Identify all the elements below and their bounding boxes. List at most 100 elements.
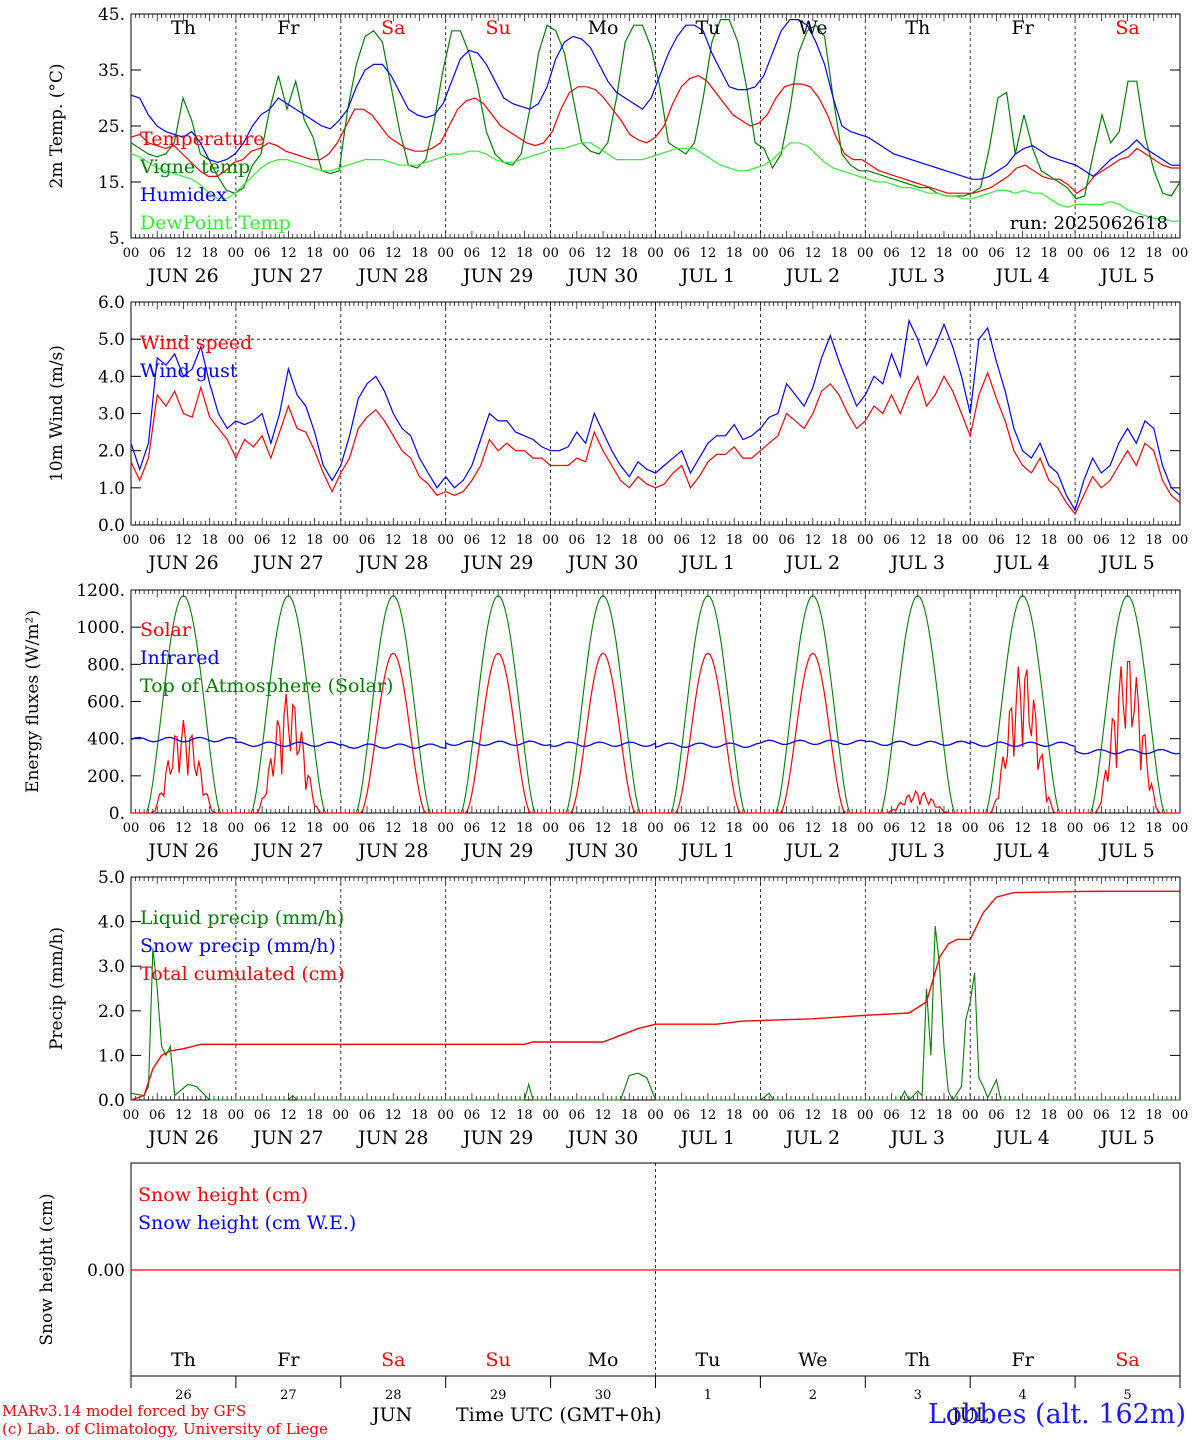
- weekday-label: Th: [171, 17, 196, 39]
- hour-tick-label: 00: [647, 533, 664, 548]
- hour-tick-label: 18: [1041, 1108, 1058, 1123]
- hour-tick-label: 18: [1041, 533, 1058, 548]
- y-tick-label: 1000.: [76, 618, 125, 638]
- hour-tick-label: 06: [988, 1108, 1005, 1123]
- hour-tick-label: 12: [909, 821, 926, 836]
- series-wind-speed: [130, 370, 1181, 516]
- hour-tick-label: 00: [1067, 246, 1084, 261]
- legend-entry: Total cumulated (cm): [140, 963, 345, 985]
- hour-tick-label: 06: [569, 246, 586, 261]
- hour-tick-label: 12: [1119, 246, 1136, 261]
- hour-tick-label: 00: [437, 1108, 454, 1123]
- hour-tick-label: 18: [831, 246, 848, 261]
- series-wind-gust: [130, 318, 1181, 512]
- weekday-label: Mo: [588, 1349, 619, 1371]
- hour-tick-label: 06: [988, 533, 1005, 548]
- y-tick-label: 800.: [87, 655, 125, 675]
- hour-tick-label: 06: [988, 821, 1005, 836]
- date-label: JUN 26: [146, 265, 218, 287]
- hour-tick-label: 00: [857, 246, 874, 261]
- date-label: JUN 28: [356, 1127, 428, 1149]
- y-tick-label: 5.: [109, 229, 125, 249]
- date-label: JUN 27: [251, 1127, 323, 1149]
- hour-tick-label: 06: [569, 533, 586, 548]
- y-tick-label: 25.: [98, 117, 125, 137]
- y-tick-label: 5.0: [98, 330, 125, 350]
- hour-tick-label: 00: [962, 246, 979, 261]
- series-total-cumulated: [130, 890, 1180, 1101]
- hour-tick-label: 06: [883, 1108, 900, 1123]
- hour-tick-label: 18: [1041, 246, 1058, 261]
- station-name: Lobbes (alt. 162m): [927, 1399, 1186, 1430]
- hour-tick-label: 06: [778, 1108, 795, 1123]
- hour-tick-label: 00: [542, 1108, 559, 1123]
- hour-tick-label: 18: [831, 1108, 848, 1123]
- hour-tick-label: 00: [228, 533, 245, 548]
- hour-tick-label: 06: [1093, 533, 1110, 548]
- hour-tick-label: 00: [1172, 821, 1189, 836]
- y-tick-label: 6.0: [98, 293, 125, 313]
- hour-tick-label: 18: [1041, 821, 1058, 836]
- hour-tick-label: 12: [700, 821, 717, 836]
- hour-tick-label: 18: [726, 821, 743, 836]
- legend-entry: DewPoint Temp: [140, 212, 291, 234]
- date-label: JUN 30: [566, 1127, 638, 1149]
- hour-tick-label: 12: [1119, 1108, 1136, 1123]
- hour-tick-label: 06: [1093, 1108, 1110, 1123]
- y-tick-label: 5.0: [98, 868, 125, 888]
- hour-tick-label: 00: [1067, 1108, 1084, 1123]
- weekday-label: We: [798, 1349, 827, 1371]
- date-label: JUL 5: [1098, 1127, 1154, 1149]
- legend-entry: Infrared: [140, 647, 220, 669]
- hour-tick-label: 06: [254, 1108, 271, 1123]
- hour-tick-label: 06: [359, 533, 376, 548]
- hour-tick-label: 18: [831, 533, 848, 548]
- y-tick-label: 3.0: [98, 405, 125, 425]
- hour-tick-label: 12: [280, 533, 297, 548]
- weekday-label: Su: [486, 17, 511, 39]
- legend-entry: Top of Atmosphere (Solar): [140, 675, 393, 697]
- hour-tick-label: 18: [516, 821, 533, 836]
- day-number-label: 28: [385, 1388, 402, 1403]
- hour-tick-label: 18: [936, 246, 953, 261]
- hour-tick-label: 12: [595, 821, 612, 836]
- hour-tick-label: 12: [1014, 821, 1031, 836]
- y-tick-label: 200.: [87, 767, 125, 787]
- hour-tick-label: 00: [647, 1108, 664, 1123]
- weekday-label: Tu: [695, 17, 720, 39]
- hour-tick-label: 00: [962, 821, 979, 836]
- credit-line-2: (c) Lab. of Climatology, University of L…: [2, 1420, 328, 1438]
- hour-tick-label: 12: [909, 533, 926, 548]
- hour-tick-label: 18: [411, 1108, 428, 1123]
- hour-tick-label: 12: [595, 246, 612, 261]
- date-label: JUL 3: [889, 1127, 945, 1149]
- y-tick-label: 2.0: [98, 1002, 125, 1022]
- hour-tick-label: 18: [621, 246, 638, 261]
- y-axis-label: Snow height (cm): [37, 1193, 57, 1345]
- hour-tick-label: 00: [333, 1108, 350, 1123]
- weekday-label: Sa: [1115, 17, 1139, 39]
- hour-tick-label: 00: [333, 533, 350, 548]
- hour-tick-label: 00: [647, 246, 664, 261]
- hour-tick-label: 18: [516, 246, 533, 261]
- legend-entry: Humidex: [140, 184, 227, 206]
- hour-tick-label: 06: [149, 1108, 166, 1123]
- date-label: JUN 30: [566, 552, 638, 574]
- hour-tick-label: 12: [700, 533, 717, 548]
- hour-tick-label: 18: [1146, 246, 1163, 261]
- hour-tick-label: 00: [333, 821, 350, 836]
- hour-tick-label: 06: [988, 246, 1005, 261]
- date-label: JUL 2: [784, 840, 840, 862]
- hour-tick-label: 06: [673, 1108, 690, 1123]
- hour-tick-label: 18: [411, 533, 428, 548]
- hour-tick-label: 00: [437, 246, 454, 261]
- y-tick-label: 0.00: [87, 1261, 125, 1281]
- hour-tick-label: 12: [805, 533, 822, 548]
- hour-tick-label: 18: [516, 1108, 533, 1123]
- y-tick-label: 15.: [98, 173, 125, 193]
- hour-tick-label: 18: [516, 533, 533, 548]
- hour-tick-label: 18: [726, 1108, 743, 1123]
- hour-tick-label: 12: [385, 533, 402, 548]
- hour-tick-label: 00: [752, 1108, 769, 1123]
- date-label: JUN 26: [146, 1127, 218, 1149]
